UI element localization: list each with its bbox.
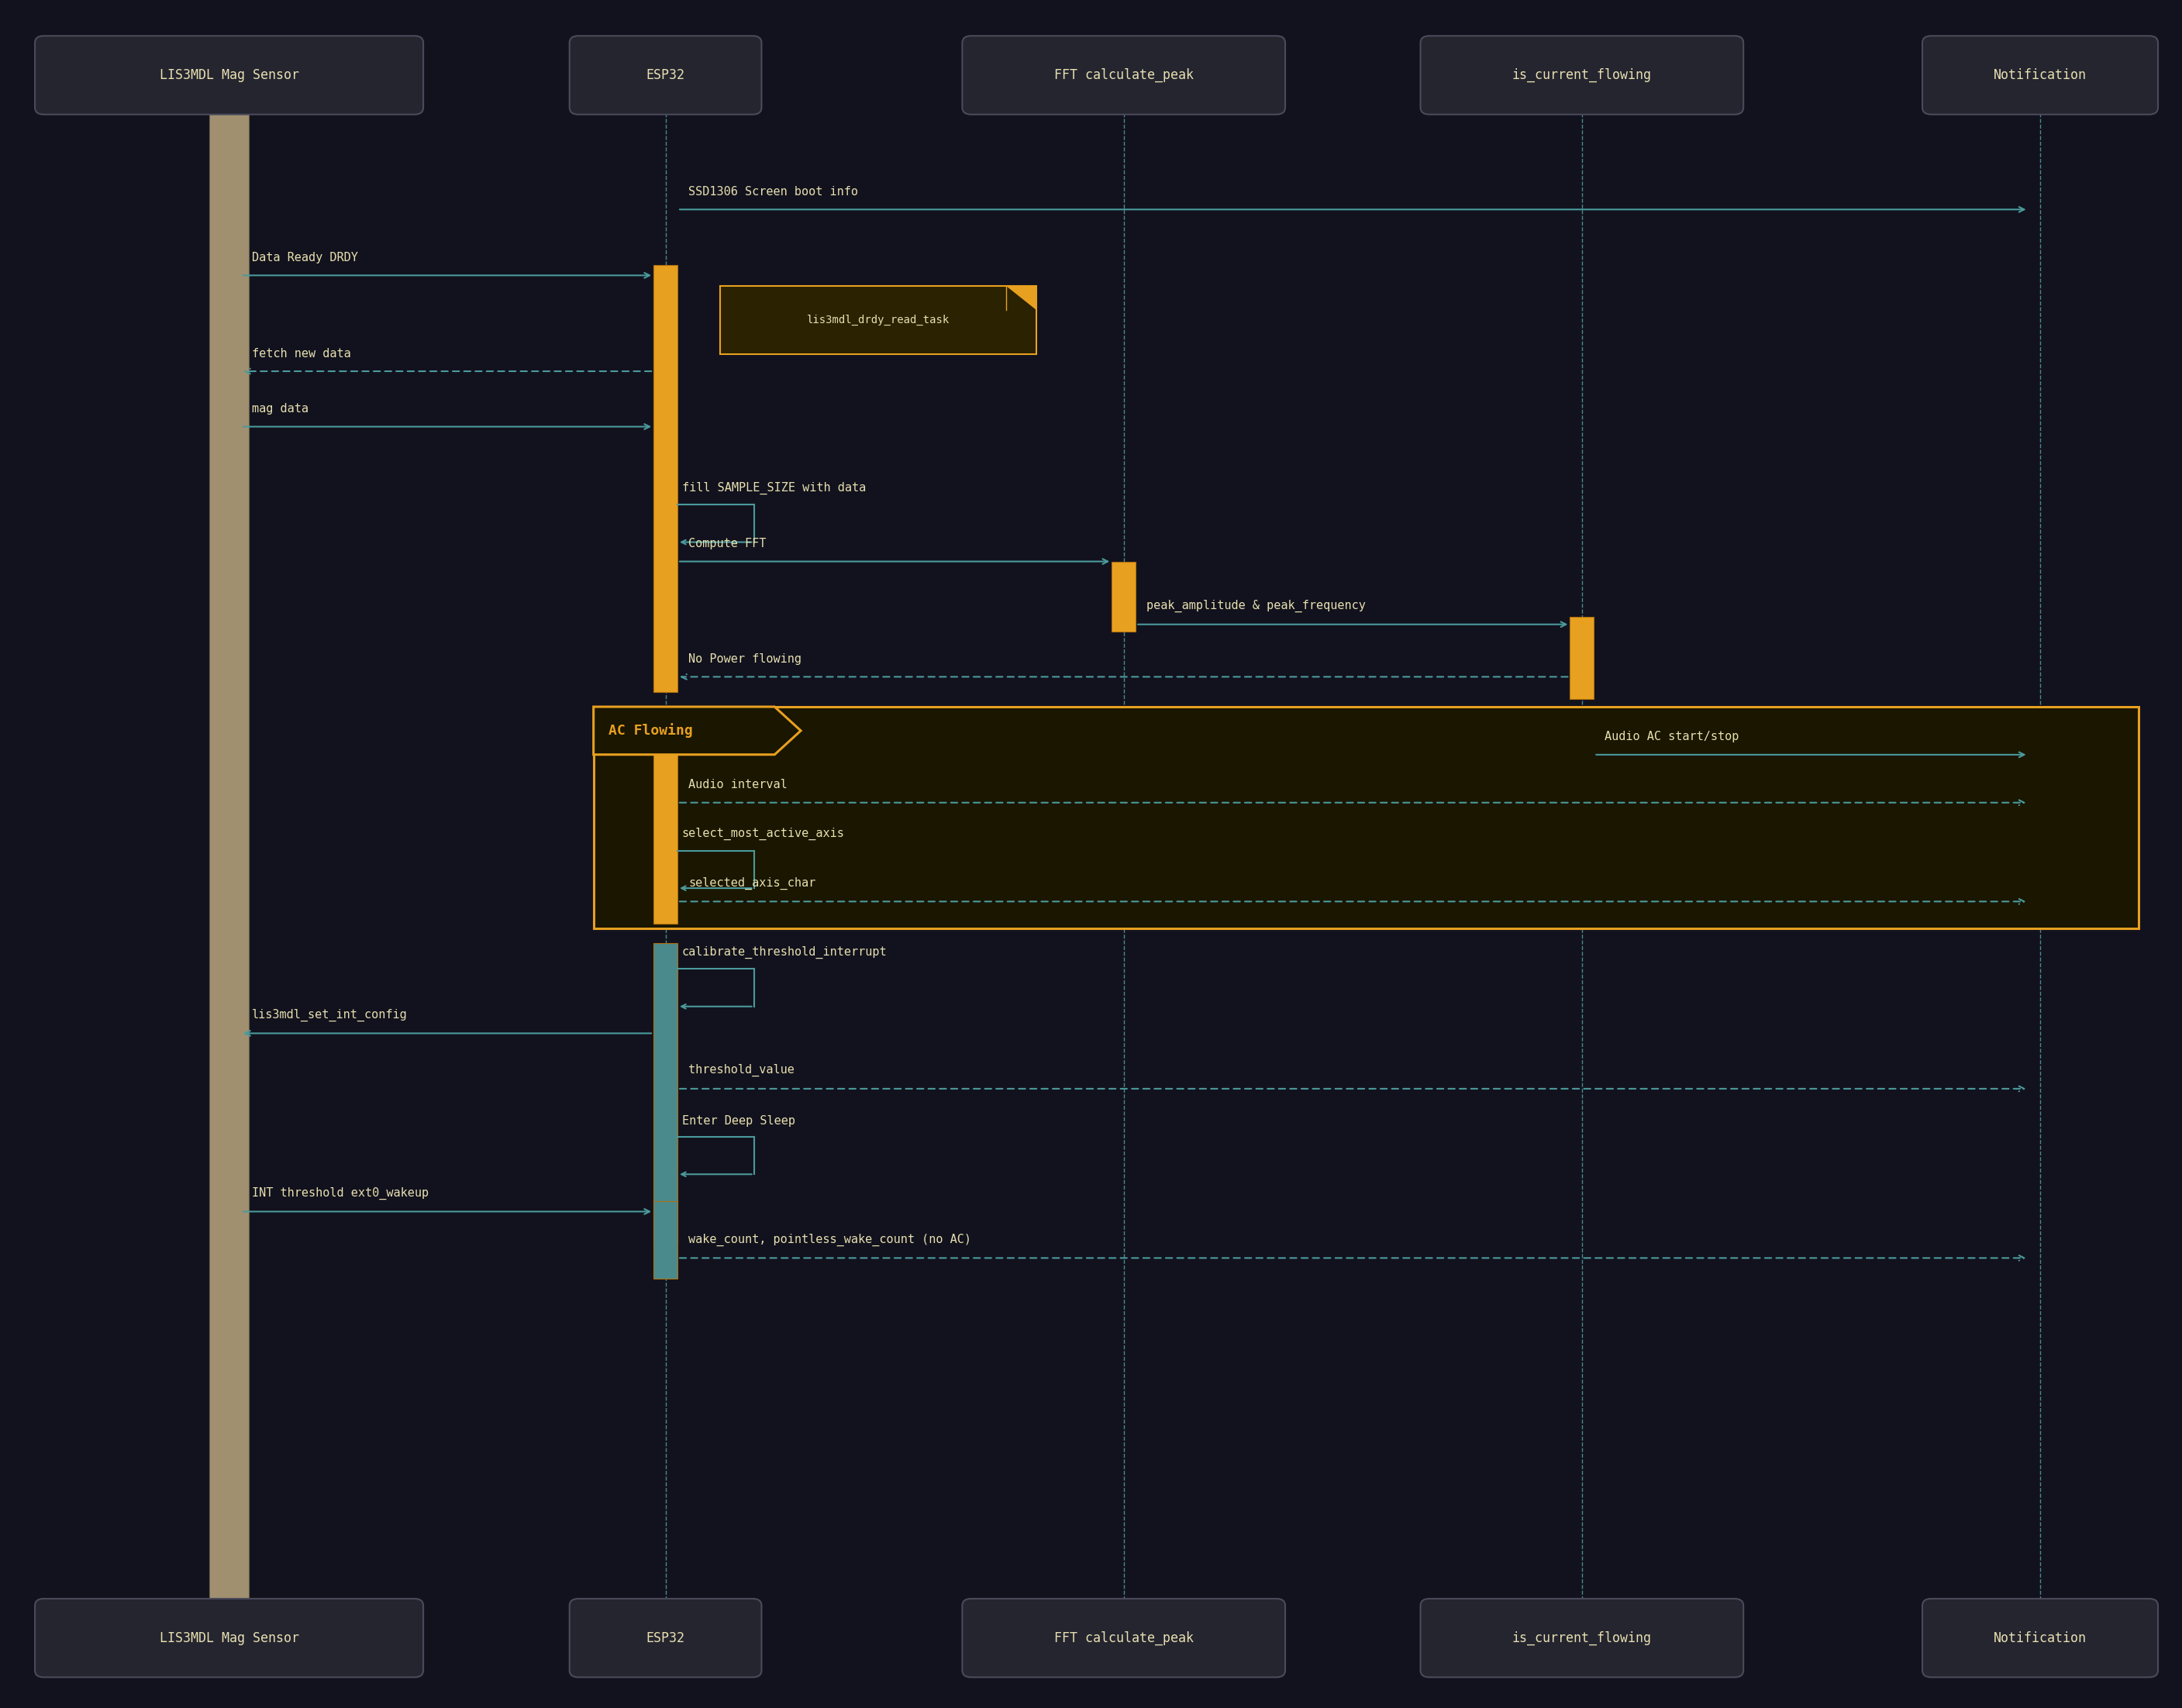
- Text: FFT calculate_peak: FFT calculate_peak: [1054, 1631, 1194, 1645]
- Text: LIS3MDL Mag Sensor: LIS3MDL Mag Sensor: [159, 68, 299, 82]
- Text: SSD1306 Screen boot info: SSD1306 Screen boot info: [690, 186, 858, 198]
- FancyBboxPatch shape: [1420, 36, 1743, 114]
- Text: lis3mdl_set_int_config: lis3mdl_set_int_config: [251, 1009, 408, 1021]
- Text: mag data: mag data: [251, 403, 308, 415]
- Bar: [655, 1201, 676, 1279]
- Text: selected_axis_char: selected_axis_char: [690, 876, 816, 890]
- Text: Enter Deep Sleep: Enter Deep Sleep: [681, 1115, 794, 1126]
- Polygon shape: [594, 707, 801, 755]
- Text: Notification: Notification: [1994, 1631, 2086, 1645]
- Text: wake_count, pointless_wake_count (no AC): wake_count, pointless_wake_count (no AC): [690, 1233, 971, 1247]
- Text: No Power flowing: No Power flowing: [690, 652, 801, 664]
- Text: is_current_flowing: is_current_flowing: [1512, 1631, 1652, 1645]
- FancyBboxPatch shape: [1420, 1599, 1743, 1677]
- Bar: [1113, 562, 1137, 632]
- Bar: [1571, 617, 1593, 699]
- Text: ESP32: ESP32: [646, 1631, 685, 1645]
- FancyBboxPatch shape: [35, 1599, 423, 1677]
- Text: Audio interval: Audio interval: [690, 779, 788, 791]
- Text: fetch new data: fetch new data: [251, 348, 351, 359]
- Polygon shape: [1006, 287, 1036, 311]
- FancyBboxPatch shape: [962, 1599, 1285, 1677]
- FancyBboxPatch shape: [570, 1599, 762, 1677]
- Text: Data Ready DRDY: Data Ready DRDY: [251, 251, 358, 263]
- Text: fill SAMPLE_SIZE with data: fill SAMPLE_SIZE with data: [681, 482, 866, 494]
- Text: select_most_active_axis: select_most_active_axis: [681, 828, 844, 840]
- Text: threshold_value: threshold_value: [690, 1064, 794, 1076]
- FancyBboxPatch shape: [1922, 1599, 2158, 1677]
- FancyBboxPatch shape: [1922, 36, 2158, 114]
- Bar: [720, 287, 1036, 355]
- FancyBboxPatch shape: [962, 36, 1285, 114]
- Text: Notification: Notification: [1994, 68, 2086, 82]
- Text: Audio AC start/stop: Audio AC start/stop: [1604, 731, 1739, 743]
- Text: AC Flowing: AC Flowing: [609, 722, 694, 738]
- Text: calibrate_threshold_interrupt: calibrate_threshold_interrupt: [681, 946, 888, 958]
- Bar: [655, 265, 676, 692]
- Text: is_current_flowing: is_current_flowing: [1512, 68, 1652, 82]
- Text: FFT calculate_peak: FFT calculate_peak: [1054, 68, 1194, 82]
- Text: Compute FFT: Compute FFT: [690, 538, 766, 550]
- Bar: [655, 943, 676, 1243]
- FancyBboxPatch shape: [35, 36, 423, 114]
- Bar: [655, 719, 676, 924]
- Text: peak_amplitude & peak_frequency: peak_amplitude & peak_frequency: [1146, 600, 1366, 613]
- Bar: [209, 108, 249, 1606]
- Bar: [594, 707, 2138, 929]
- Text: INT threshold ext0_wakeup: INT threshold ext0_wakeup: [251, 1187, 430, 1199]
- Text: ESP32: ESP32: [646, 68, 685, 82]
- Text: lis3mdl_drdy_read_task: lis3mdl_drdy_read_task: [807, 314, 949, 326]
- Text: LIS3MDL Mag Sensor: LIS3MDL Mag Sensor: [159, 1631, 299, 1645]
- FancyBboxPatch shape: [570, 36, 762, 114]
